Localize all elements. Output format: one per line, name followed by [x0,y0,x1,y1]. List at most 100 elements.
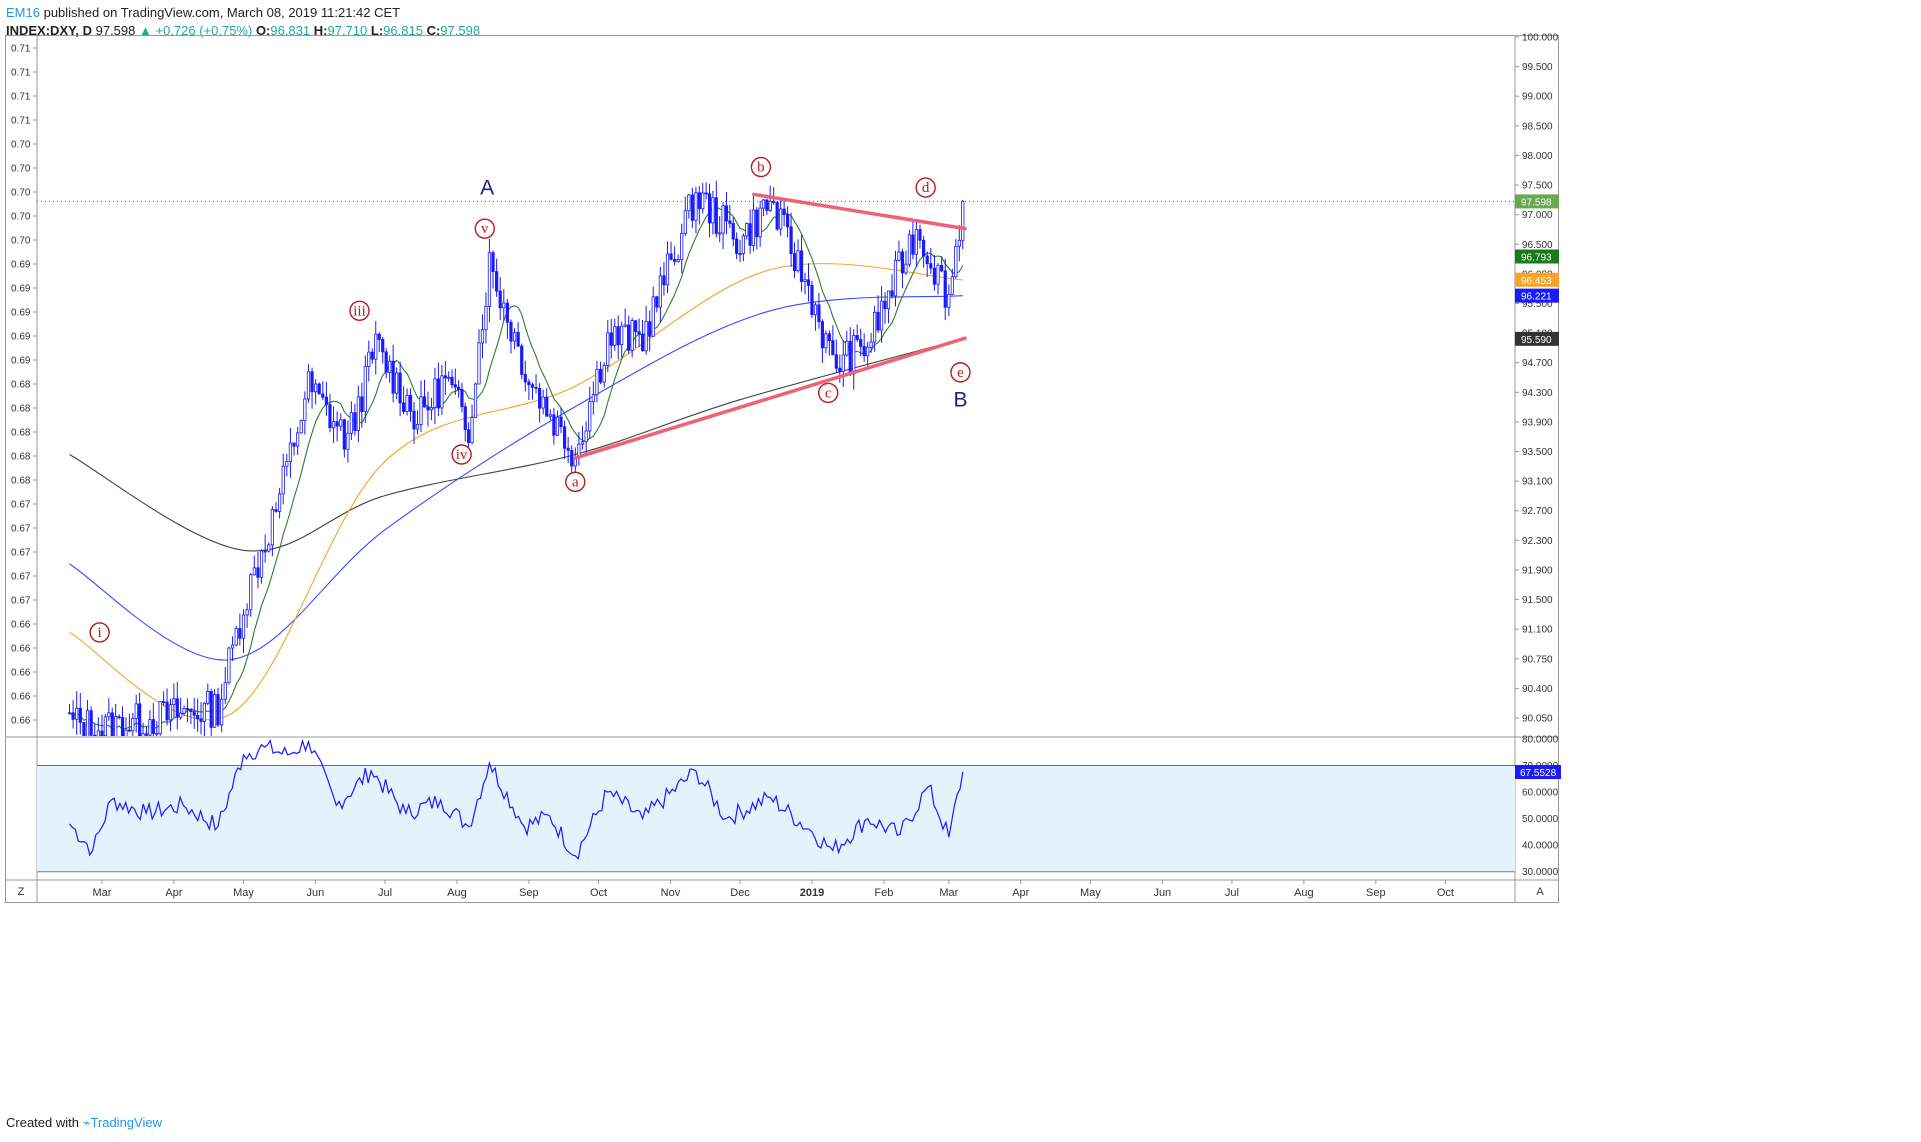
candle-body [477,342,481,385]
wave-label-a: a [565,471,586,493]
right-tick-label: 90.750 [1522,654,1553,665]
publish-line: EM16 published on TradingView.com, March… [6,4,480,22]
right-tick-label: 99.500 [1522,62,1553,73]
candle [127,713,131,733]
candle [748,209,752,254]
candle-body [714,197,718,234]
trendlines[interactable] [573,192,967,460]
candle-body [701,192,705,210]
right-axis[interactable]: 100.000 99.500 99.000 98.500 98.000 97.500 97.… [1515,33,1559,725]
candle [548,409,552,421]
candle-body [883,300,887,310]
candle-body [595,368,599,396]
wave-label-d: d [915,177,936,198]
time-axis[interactable]: Mar Apr May Jun Jul Aug Sep Oct Nov Dec 2019 Feb Mar… [92,880,1454,899]
candle [527,378,531,401]
left-tick-label: 0.67 [11,596,31,607]
candle [673,246,677,266]
candle-body [834,354,838,369]
x-tick-label: Jun [307,887,325,899]
wave-label-iv: iv [451,444,472,465]
candle-body [527,381,531,386]
candle-body [552,414,556,436]
x-tick-label: Aug [1294,887,1314,899]
candle-body [148,719,152,736]
rsi-axis[interactable]: 80.000070.000060.000050.000040.000030.00… [1515,735,1561,879]
candle-body [662,275,666,286]
open-value: 96.831 [270,23,311,38]
candle-body [644,321,648,352]
candle-body [443,375,447,379]
candle-body [505,302,509,323]
candle [876,295,880,333]
candle-body [395,372,399,394]
candle-body [144,733,149,736]
candle [714,180,718,238]
ma_slow-line [69,295,963,661]
candle [103,713,107,736]
candle-body [562,426,567,449]
wave-circle [349,300,370,321]
right-tick-label: 93.100 [1522,477,1553,488]
candle-body [127,729,131,732]
candle [349,401,353,440]
candle [914,219,918,267]
candle-body [761,199,766,209]
candle [707,183,712,238]
candle [398,361,402,417]
candle [552,407,556,445]
candle-body [900,251,905,274]
candle [595,360,599,403]
x-tick-label: Sep [1366,887,1386,899]
candle-body [388,360,392,373]
candle [669,241,673,261]
candle [921,235,926,268]
x-tick-label: Oct [1437,887,1454,899]
candle-body [765,199,769,211]
candle [395,367,399,400]
outer-border [5,35,1559,903]
candle-body [342,419,346,450]
candle [408,388,413,422]
candle-body [866,346,870,357]
candle [241,609,246,653]
candle [440,364,444,415]
candle-body [267,544,271,552]
candle [637,318,641,348]
candle-body [377,333,381,340]
author-link[interactable]: EM16 [6,5,40,20]
candle [879,286,884,343]
candle [470,404,474,445]
candle [303,391,307,435]
candle-body [936,264,940,285]
candle [429,397,434,421]
candle [820,319,825,364]
price-tag-text: 97.598 [1521,197,1552,208]
candle [179,697,183,720]
candle [405,388,409,416]
x-tick-label: Dec [730,887,750,899]
candle [538,383,542,423]
candle-body [623,324,627,327]
tradingview-brand[interactable]: TradingView [90,1115,162,1130]
wave-label-text: e [957,365,964,381]
candle [274,502,278,513]
candle-body [627,324,631,351]
candle [270,506,274,557]
candle [155,721,159,736]
candle [541,389,545,415]
left-axis[interactable]: 0.71 0.71 0.71 0.71 0.70 0.70 0.70 0.70 0.70 0.69… [11,44,37,727]
candle-body [487,252,492,307]
candle [412,401,416,445]
symbol-name[interactable]: INDEX:DXY, D [6,23,92,38]
candle-body [391,360,395,394]
candle [134,694,138,733]
candle [609,318,613,359]
candle-body [852,335,856,375]
candle-body [453,384,457,388]
candle-body [241,614,246,639]
candle [370,348,374,364]
candle-body [559,416,563,428]
candle-body [212,694,217,728]
